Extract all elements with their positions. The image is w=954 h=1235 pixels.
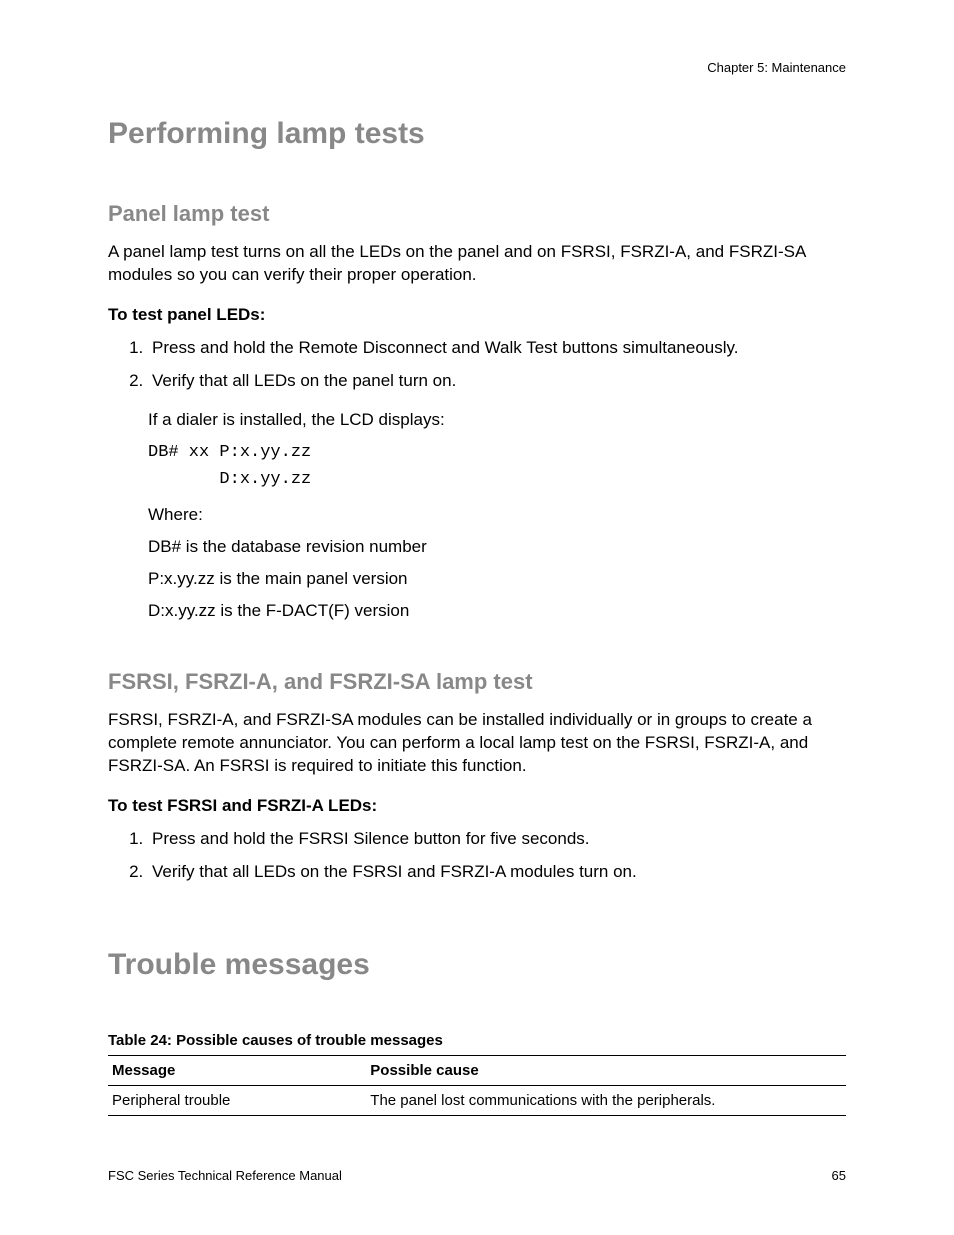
- procedure-list: Press and hold the Remote Disconnect and…: [108, 337, 846, 393]
- table-header-cause: Possible cause: [366, 1055, 846, 1085]
- footer-page-number: 65: [832, 1168, 846, 1183]
- list-item: Verify that all LEDs on the FSRSI and FS…: [148, 861, 846, 884]
- table-row: Peripheral trouble The panel lost commun…: [108, 1085, 846, 1115]
- list-item: Press and hold the FSRSI Silence button …: [148, 828, 846, 851]
- procedure-title: To test panel LEDs:: [108, 305, 846, 325]
- procedure-title: To test FSRSI and FSRZI-A LEDs:: [108, 796, 846, 816]
- heading-trouble-messages: Trouble messages: [108, 948, 846, 982]
- dialer-note: If a dialer is installed, the LCD displa…: [148, 407, 846, 433]
- trouble-messages-table: Message Possible cause Peripheral troubl…: [108, 1055, 846, 1116]
- where-item: P:x.yy.zz is the main panel version: [148, 569, 846, 589]
- heading-performing-lamp-tests: Performing lamp tests: [108, 117, 846, 151]
- intro-paragraph: A panel lamp test turns on all the LEDs …: [108, 241, 846, 287]
- footer-manual-title: FSC Series Technical Reference Manual: [108, 1168, 342, 1183]
- where-label: Where:: [148, 505, 846, 525]
- list-item: Press and hold the Remote Disconnect and…: [148, 337, 846, 360]
- intro-paragraph: FSRSI, FSRZI-A, and FSRZI-SA modules can…: [108, 709, 846, 778]
- where-item: DB# is the database revision number: [148, 537, 846, 557]
- table-caption: Table 24: Possible causes of trouble mes…: [108, 1032, 846, 1049]
- page-footer: FSC Series Technical Reference Manual 65: [108, 1168, 846, 1183]
- cell-message: Peripheral trouble: [108, 1085, 366, 1115]
- cell-cause: The panel lost communications with the p…: [366, 1085, 846, 1115]
- lcd-display-sample: DB# xx P:x.yy.zz D:x.yy.zz: [148, 440, 846, 493]
- table-header-message: Message: [108, 1055, 366, 1085]
- heading-fsrsi-lamp-test: FSRSI, FSRZI-A, and FSRZI-SA lamp test: [108, 669, 846, 695]
- where-item: D:x.yy.zz is the F-DACT(F) version: [148, 601, 846, 621]
- list-item: Verify that all LEDs on the panel turn o…: [148, 370, 846, 393]
- procedure-list: Press and hold the FSRSI Silence button …: [108, 828, 846, 884]
- chapter-header: Chapter 5: Maintenance: [108, 60, 846, 75]
- heading-panel-lamp-test: Panel lamp test: [108, 201, 846, 227]
